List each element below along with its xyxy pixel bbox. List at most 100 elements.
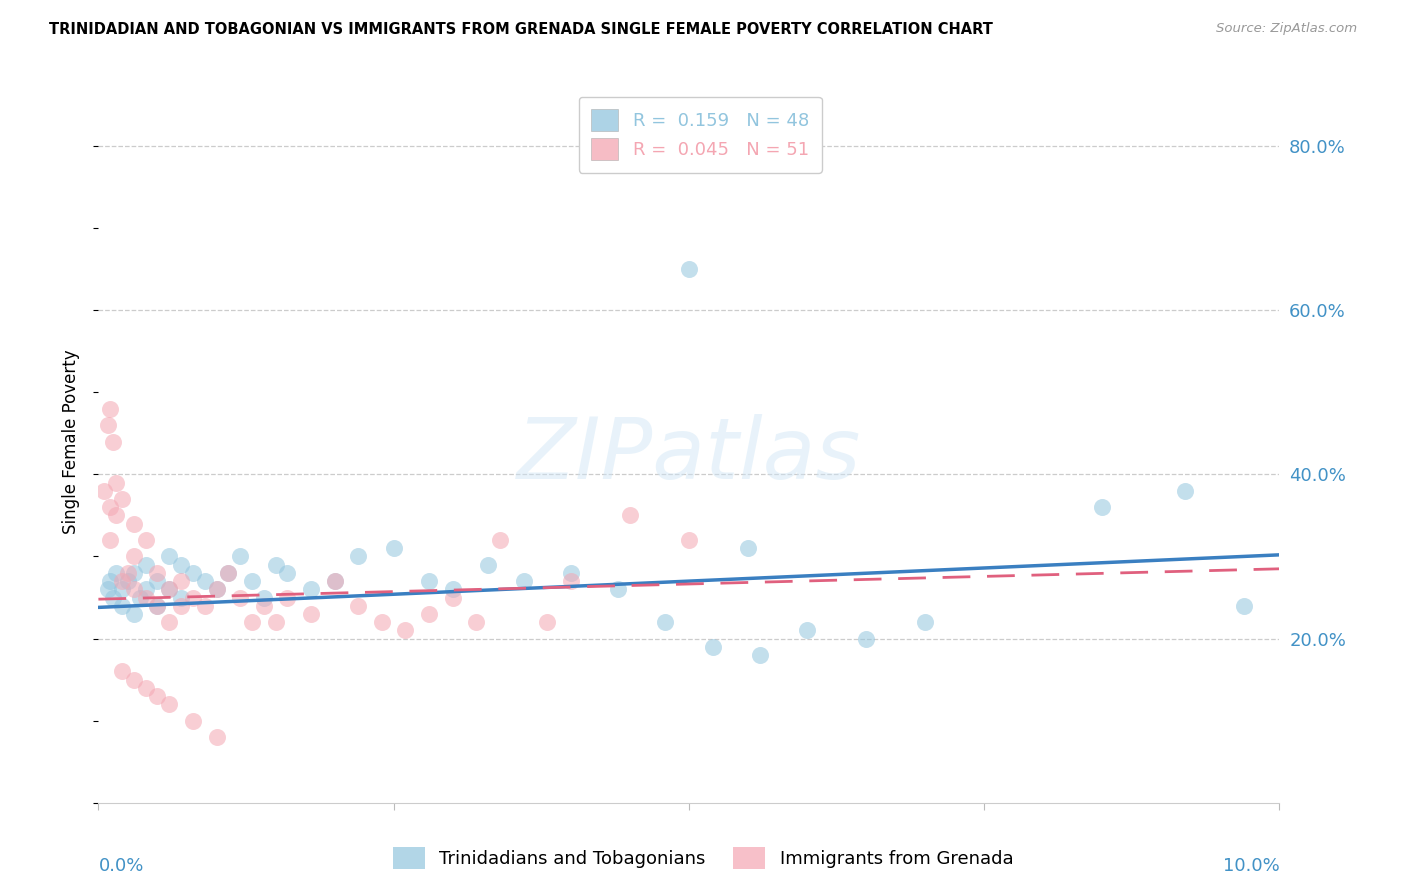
Point xyxy=(748,648,770,662)
Point xyxy=(135,533,157,547)
Point xyxy=(1091,500,1114,515)
Point xyxy=(135,591,157,605)
Point xyxy=(441,582,464,597)
Point xyxy=(855,632,877,646)
Point xyxy=(276,591,298,605)
Point xyxy=(135,582,157,597)
Point xyxy=(117,566,139,580)
Point xyxy=(135,681,157,695)
Point xyxy=(111,665,134,679)
Point xyxy=(146,566,169,580)
Point xyxy=(122,549,145,564)
Point xyxy=(181,591,204,605)
Legend: Trinidadians and Tobagonians, Immigrants from Grenada: Trinidadians and Tobagonians, Immigrants… xyxy=(384,838,1022,879)
Point xyxy=(194,599,217,613)
Point xyxy=(607,582,630,597)
Point xyxy=(105,566,128,580)
Point xyxy=(253,599,276,613)
Text: 0.0%: 0.0% xyxy=(98,857,143,875)
Legend: R =  0.159   N = 48, R =  0.045   N = 51: R = 0.159 N = 48, R = 0.045 N = 51 xyxy=(579,96,821,173)
Point xyxy=(914,615,936,630)
Point xyxy=(299,582,322,597)
Point xyxy=(135,558,157,572)
Point xyxy=(181,566,204,580)
Point xyxy=(146,599,169,613)
Point xyxy=(477,558,499,572)
Point xyxy=(737,541,759,556)
Point xyxy=(536,615,558,630)
Point xyxy=(382,541,405,556)
Point xyxy=(347,599,370,613)
Point xyxy=(98,401,121,416)
Point xyxy=(111,574,134,588)
Point xyxy=(98,500,121,515)
Point xyxy=(240,615,263,630)
Point xyxy=(371,615,394,630)
Point xyxy=(418,607,440,621)
Point xyxy=(1233,599,1256,613)
Text: 10.0%: 10.0% xyxy=(1223,857,1279,875)
Point xyxy=(146,689,169,703)
Point xyxy=(299,607,322,621)
Point xyxy=(105,475,128,490)
Point xyxy=(157,582,180,597)
Point xyxy=(170,558,193,572)
Point xyxy=(157,698,180,712)
Y-axis label: Single Female Poverty: Single Female Poverty xyxy=(62,350,80,533)
Point xyxy=(98,574,121,588)
Point xyxy=(93,483,115,498)
Point xyxy=(619,508,641,523)
Point xyxy=(229,591,252,605)
Point xyxy=(796,624,818,638)
Point xyxy=(229,549,252,564)
Point xyxy=(111,582,134,597)
Point xyxy=(512,574,534,588)
Point xyxy=(465,615,488,630)
Text: TRINIDADIAN AND TOBAGONIAN VS IMMIGRANTS FROM GRENADA SINGLE FEMALE POVERTY CORR: TRINIDADIAN AND TOBAGONIAN VS IMMIGRANTS… xyxy=(49,22,993,37)
Text: ZIPatlas: ZIPatlas xyxy=(517,415,860,498)
Point xyxy=(240,574,263,588)
Point xyxy=(157,582,180,597)
Point xyxy=(97,582,120,597)
Point xyxy=(347,549,370,564)
Point xyxy=(170,574,193,588)
Point xyxy=(678,262,700,277)
Point xyxy=(97,418,120,433)
Point xyxy=(146,574,169,588)
Point xyxy=(101,591,124,605)
Point xyxy=(205,582,228,597)
Point xyxy=(205,730,228,744)
Point xyxy=(217,566,239,580)
Point xyxy=(253,591,276,605)
Point xyxy=(122,566,145,580)
Point xyxy=(1174,483,1197,498)
Point xyxy=(117,574,139,588)
Point xyxy=(181,714,204,728)
Point xyxy=(418,574,440,588)
Point xyxy=(170,591,193,605)
Text: Source: ZipAtlas.com: Source: ZipAtlas.com xyxy=(1216,22,1357,36)
Point xyxy=(157,549,180,564)
Point xyxy=(323,574,346,588)
Point xyxy=(111,491,134,506)
Point xyxy=(560,574,582,588)
Point xyxy=(702,640,724,654)
Point xyxy=(560,566,582,580)
Point xyxy=(441,591,464,605)
Point xyxy=(654,615,676,630)
Point xyxy=(678,533,700,547)
Point xyxy=(217,566,239,580)
Point xyxy=(205,582,228,597)
Point xyxy=(98,533,121,547)
Point xyxy=(323,574,346,588)
Point xyxy=(276,566,298,580)
Point xyxy=(122,582,145,597)
Point xyxy=(101,434,124,449)
Point xyxy=(194,574,217,588)
Point xyxy=(111,599,134,613)
Point xyxy=(128,591,150,605)
Point xyxy=(105,508,128,523)
Point xyxy=(122,673,145,687)
Point xyxy=(157,615,180,630)
Point xyxy=(264,558,287,572)
